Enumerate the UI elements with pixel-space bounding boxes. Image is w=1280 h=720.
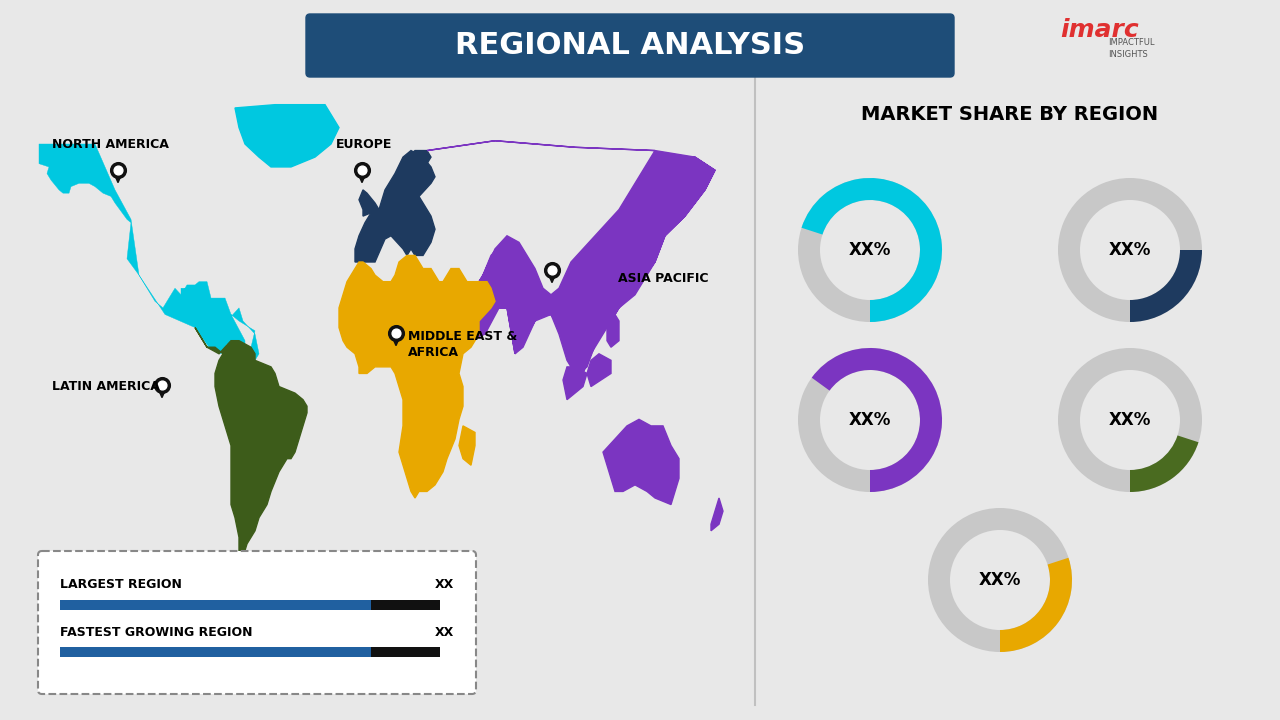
Polygon shape — [339, 256, 495, 498]
Polygon shape — [38, 144, 259, 360]
Text: XX%: XX% — [979, 571, 1021, 589]
Text: LATIN AMERICA: LATIN AMERICA — [52, 380, 160, 393]
Text: MIDDLE EAST &: MIDDLE EAST & — [408, 330, 517, 343]
Wedge shape — [1000, 558, 1071, 652]
Wedge shape — [1130, 436, 1198, 492]
Wedge shape — [1059, 178, 1202, 322]
Polygon shape — [355, 150, 435, 262]
Point — [541, 264, 562, 276]
Point — [352, 164, 372, 176]
Text: AFRICA: AFRICA — [408, 346, 460, 359]
FancyBboxPatch shape — [38, 551, 476, 694]
Polygon shape — [358, 190, 379, 216]
Bar — [60, 647, 371, 657]
Text: NORTH AMERICA: NORTH AMERICA — [52, 138, 169, 151]
Polygon shape — [635, 256, 643, 275]
Text: REGIONAL ANALYSIS: REGIONAL ANALYSIS — [454, 31, 805, 60]
Point — [385, 327, 406, 338]
Text: FASTEST GROWING REGION: FASTEST GROWING REGION — [60, 626, 252, 639]
Bar — [371, 600, 440, 610]
Text: XX%: XX% — [849, 411, 891, 429]
Polygon shape — [607, 315, 620, 347]
Wedge shape — [1059, 348, 1202, 492]
Text: XX: XX — [435, 626, 454, 639]
Polygon shape — [113, 170, 124, 183]
Point — [541, 264, 562, 276]
Bar — [371, 647, 440, 657]
Point — [152, 379, 173, 390]
Point — [108, 164, 128, 176]
Text: imarc: imarc — [1060, 18, 1139, 42]
Bar — [60, 600, 371, 610]
Wedge shape — [1130, 250, 1202, 322]
Point — [352, 164, 372, 176]
Polygon shape — [356, 170, 367, 183]
Wedge shape — [797, 348, 942, 492]
Wedge shape — [801, 178, 942, 322]
Polygon shape — [460, 426, 475, 465]
Polygon shape — [710, 498, 723, 531]
Text: EUROPE: EUROPE — [335, 138, 393, 151]
Polygon shape — [195, 328, 307, 564]
Polygon shape — [547, 270, 558, 282]
FancyBboxPatch shape — [306, 14, 954, 77]
Text: ASIA PACIFIC: ASIA PACIFIC — [618, 272, 709, 285]
Text: XX: XX — [435, 578, 454, 592]
Text: IMPACTFUL
INSIGHTS: IMPACTFUL INSIGHTS — [1108, 38, 1155, 59]
Point — [385, 327, 406, 338]
Text: XX%: XX% — [1108, 411, 1151, 429]
Text: LARGEST REGION: LARGEST REGION — [60, 578, 182, 592]
Text: XX%: XX% — [1108, 241, 1151, 259]
Wedge shape — [797, 178, 942, 322]
Polygon shape — [588, 354, 611, 387]
Wedge shape — [928, 508, 1073, 652]
Polygon shape — [428, 140, 716, 374]
Point — [108, 164, 128, 176]
Polygon shape — [399, 150, 431, 197]
Text: MARKET SHARE BY REGION: MARKET SHARE BY REGION — [861, 106, 1158, 125]
Polygon shape — [603, 419, 678, 505]
Wedge shape — [812, 348, 942, 492]
Text: XX%: XX% — [849, 241, 891, 259]
Polygon shape — [236, 104, 339, 167]
Polygon shape — [563, 367, 588, 400]
Polygon shape — [390, 333, 402, 346]
Point — [152, 379, 173, 390]
Polygon shape — [156, 384, 168, 397]
